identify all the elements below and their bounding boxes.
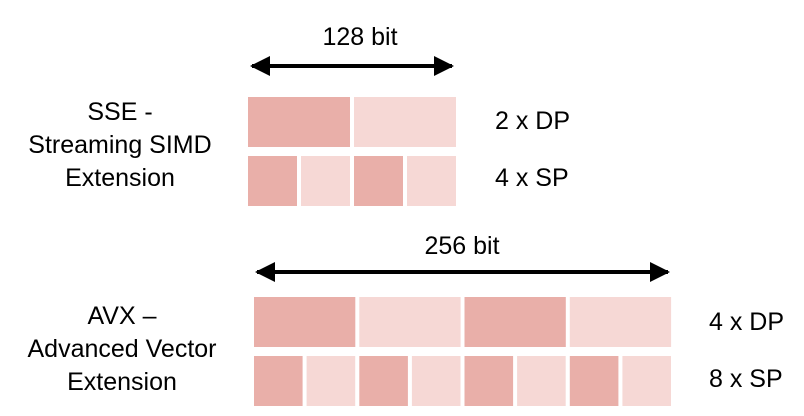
sse-name-line-2: Streaming SIMD (28, 131, 212, 159)
avx-name-line-3: Extension (67, 368, 177, 396)
avx-row-2-cell-5 (464, 356, 514, 406)
sse-row-1-cell-2 (354, 97, 456, 147)
sse-row-2-cell-1 (248, 156, 297, 206)
sse-row-2-cell-3 (354, 156, 403, 206)
sse-row-2-cell-2 (301, 156, 350, 206)
sse-name-line-1: SSE - (87, 98, 153, 126)
sse-width-label: 128 bit (322, 23, 398, 51)
sse-row-1-label: 2 x DP (495, 107, 571, 135)
avx-row-2-cell-3 (359, 356, 408, 406)
sse-name-line-3: Extension (65, 164, 175, 192)
avx-row-1-label: 4 x DP (709, 308, 785, 336)
avx-row-1-cell-4 (569, 297, 672, 347)
avx-row-2-label: 8 x SP (709, 365, 783, 393)
sse-row-1-cell-1 (248, 97, 350, 147)
avx-row-2-cell-4 (411, 356, 461, 406)
sse-row-2-cell-4 (407, 156, 456, 206)
avx-row-2-cell-8 (622, 356, 671, 406)
sse-name: SSE - Streaming SIMD Extension (0, 96, 240, 195)
avx-row-2-cell-6 (517, 356, 566, 406)
avx-name-line-1: AVX – (87, 302, 157, 330)
avx-width-label: 256 bit (424, 232, 500, 260)
avx-name-line-2: Advanced Vector (27, 335, 217, 363)
avx-row-2-cell-7 (569, 356, 619, 406)
avx-row-2-cell-2 (306, 356, 356, 406)
avx-name: AVX – Advanced Vector Extension (0, 300, 244, 399)
sse-row-2-label: 4 x SP (495, 164, 569, 192)
avx-row-1-cell-1 (254, 297, 356, 347)
avx-row-1-cell-3 (464, 297, 566, 347)
avx-row-2-cell-1 (254, 356, 303, 406)
avx-row-1-cell-2 (359, 297, 461, 347)
